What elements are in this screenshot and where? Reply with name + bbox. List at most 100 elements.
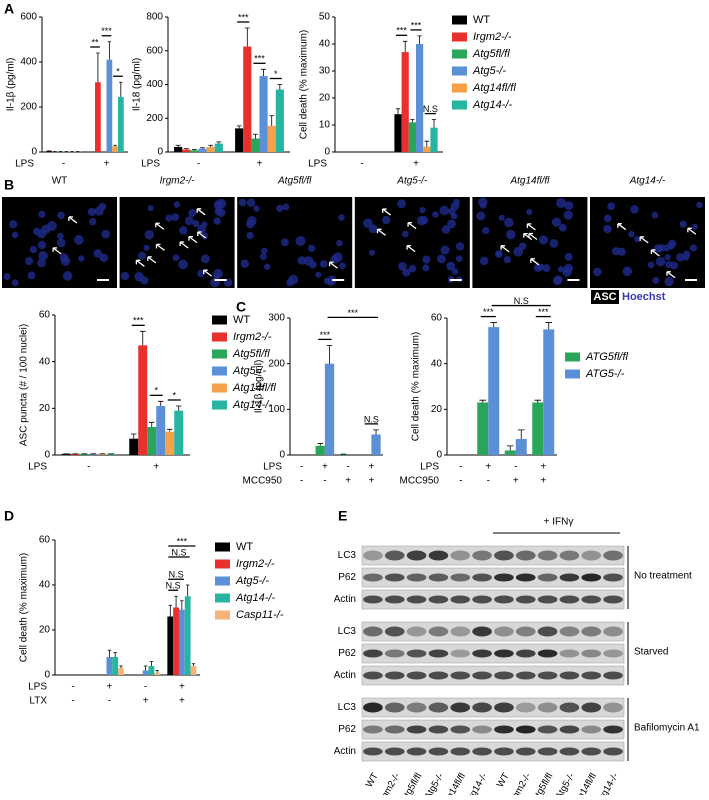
blot-band xyxy=(363,650,383,658)
nucleus xyxy=(432,211,439,218)
nucleus xyxy=(495,250,503,258)
nucleus xyxy=(526,209,532,215)
error-bar xyxy=(176,406,181,411)
error-bar xyxy=(237,126,242,129)
legend-swatch xyxy=(212,367,227,376)
treatment-label: + IFNγ xyxy=(544,517,574,528)
significance-label: N.S xyxy=(514,296,529,306)
x-tick-label: - xyxy=(360,159,363,170)
bar xyxy=(191,666,197,675)
stain-label: ASC xyxy=(593,291,616,303)
blot-band xyxy=(494,574,514,582)
x-tick-label: + xyxy=(485,462,491,473)
nucleus xyxy=(138,252,146,260)
column-label: Atg14-/- xyxy=(629,176,666,187)
error-bar xyxy=(180,601,183,610)
blot-band xyxy=(385,748,405,756)
nucleus xyxy=(562,267,571,276)
blot-band xyxy=(516,627,536,637)
nucleus xyxy=(422,264,429,271)
blot-band xyxy=(538,650,558,658)
blot-band xyxy=(385,650,405,658)
bar xyxy=(106,657,112,675)
nucleus xyxy=(174,201,180,207)
significance-label: *** xyxy=(101,26,112,36)
blot-band xyxy=(407,574,427,582)
lane-label: WT xyxy=(495,771,512,789)
nucleus xyxy=(57,212,65,220)
x-row-name: LPS xyxy=(308,159,327,170)
blot-band xyxy=(560,748,580,756)
x-row-name: LPS xyxy=(263,462,282,473)
nucleus xyxy=(3,273,10,280)
nucleus xyxy=(261,247,268,254)
nucleus xyxy=(93,249,102,258)
significance-label: *** xyxy=(254,54,265,64)
blot-band xyxy=(450,672,470,680)
blot-band xyxy=(516,748,536,756)
nucleus xyxy=(480,257,489,266)
error-bar xyxy=(518,430,525,439)
x-tick-label: + xyxy=(540,462,546,473)
nucleus xyxy=(442,225,451,234)
nucleus xyxy=(214,200,224,210)
bar xyxy=(165,432,174,455)
nucleus xyxy=(201,254,210,263)
nucleus xyxy=(369,250,375,256)
panel-label: E xyxy=(338,508,347,524)
blot-band xyxy=(407,650,427,658)
blot-band xyxy=(472,596,492,604)
nucleus xyxy=(171,213,179,221)
nucleus xyxy=(452,268,459,275)
bar xyxy=(423,147,430,152)
blot-band xyxy=(385,551,405,561)
error-bar xyxy=(140,331,145,345)
error-bar xyxy=(432,120,436,128)
legend-label: ATG5-/- xyxy=(585,368,625,380)
legend-swatch xyxy=(452,84,467,93)
blot-band xyxy=(494,551,514,561)
legend-label: WT xyxy=(473,14,490,26)
significance-label: *** xyxy=(411,20,422,30)
x-tick-label: - xyxy=(459,476,462,487)
group-label: No treatment xyxy=(634,571,692,582)
bar xyxy=(147,427,156,455)
blot-band xyxy=(407,672,427,680)
bar xyxy=(199,149,207,152)
nucleus xyxy=(665,254,671,260)
blot-band xyxy=(603,574,623,582)
y-tick-label: 0 xyxy=(324,147,330,158)
lane-label: Atg5fl/fl xyxy=(530,771,555,795)
side-label: + LPS xyxy=(3,228,14,256)
nucleus xyxy=(38,241,46,249)
blot-band xyxy=(603,596,623,604)
nucleus xyxy=(339,262,346,269)
blot-band xyxy=(581,551,601,561)
x-tick-label: + xyxy=(143,696,149,707)
y-tick-label: 10 xyxy=(319,120,331,131)
bar xyxy=(409,122,416,152)
y-tick-label: 40 xyxy=(39,580,51,591)
blot-row-label: P62 xyxy=(338,648,356,659)
blot-band xyxy=(450,551,470,561)
blot-row-label: Actin xyxy=(334,670,356,681)
blot-band xyxy=(450,574,470,582)
nucleus xyxy=(559,224,567,232)
nucleus xyxy=(336,240,342,246)
nucleus xyxy=(241,260,249,268)
x-tick-label: + xyxy=(179,696,185,707)
y-tick-label: 800 xyxy=(146,12,163,23)
nucleus xyxy=(382,216,390,224)
blot-band xyxy=(407,748,427,756)
y-axis-label: Il-1β (pg/ml) xyxy=(6,58,17,112)
nucleus xyxy=(402,231,409,238)
error-bar xyxy=(158,401,163,406)
y-axis-label: Cell death (% maximum) xyxy=(299,30,310,139)
y-tick-label: 40 xyxy=(431,358,443,369)
nucleus xyxy=(282,203,289,210)
nucleus xyxy=(173,254,180,261)
nucleus xyxy=(612,247,620,255)
bar xyxy=(156,406,165,455)
x-tick-label: + xyxy=(413,159,419,170)
blot-band xyxy=(407,551,427,561)
